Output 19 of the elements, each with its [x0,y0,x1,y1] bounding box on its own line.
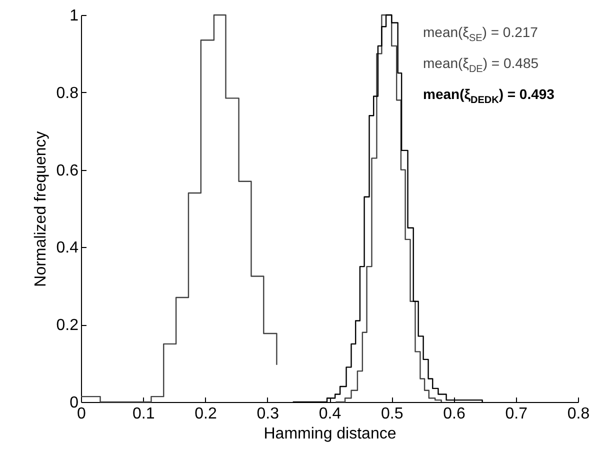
y-axis-title: Normalized frequency [32,131,50,287]
x-tick-label: 0.7 [505,406,528,422]
annotation: mean(ξ$_{DEDK}$) = 0.493 [423,84,554,108]
annotation: mean(ξ$_{SE}$) = 0.217 [423,23,539,46]
y-tick-label: 0.6 [56,162,79,180]
x-tick-label: 0.1 [132,406,155,422]
x-tick-label: 0.3 [256,406,280,422]
y-tick-label: 0.8 [56,84,79,102]
y-tick-label: 0.4 [56,240,79,257]
y-tick-label: 0 [70,394,79,412]
x-tick-label: 0.6 [443,406,466,422]
x-tick-label: 0.4 [318,406,342,422]
y-tick-label: 1 [70,8,79,24]
x-tick-label: 0.2 [194,406,217,422]
x-tick-label: 0.8 [567,406,590,422]
y-tick-label: 0.2 [56,317,79,334]
x-axis-title: Hamming distance [264,426,396,442]
annotation: mean(ξ$_{DE}$) = 0.485 [423,54,540,77]
x-tick-label: 0.5 [381,406,404,422]
